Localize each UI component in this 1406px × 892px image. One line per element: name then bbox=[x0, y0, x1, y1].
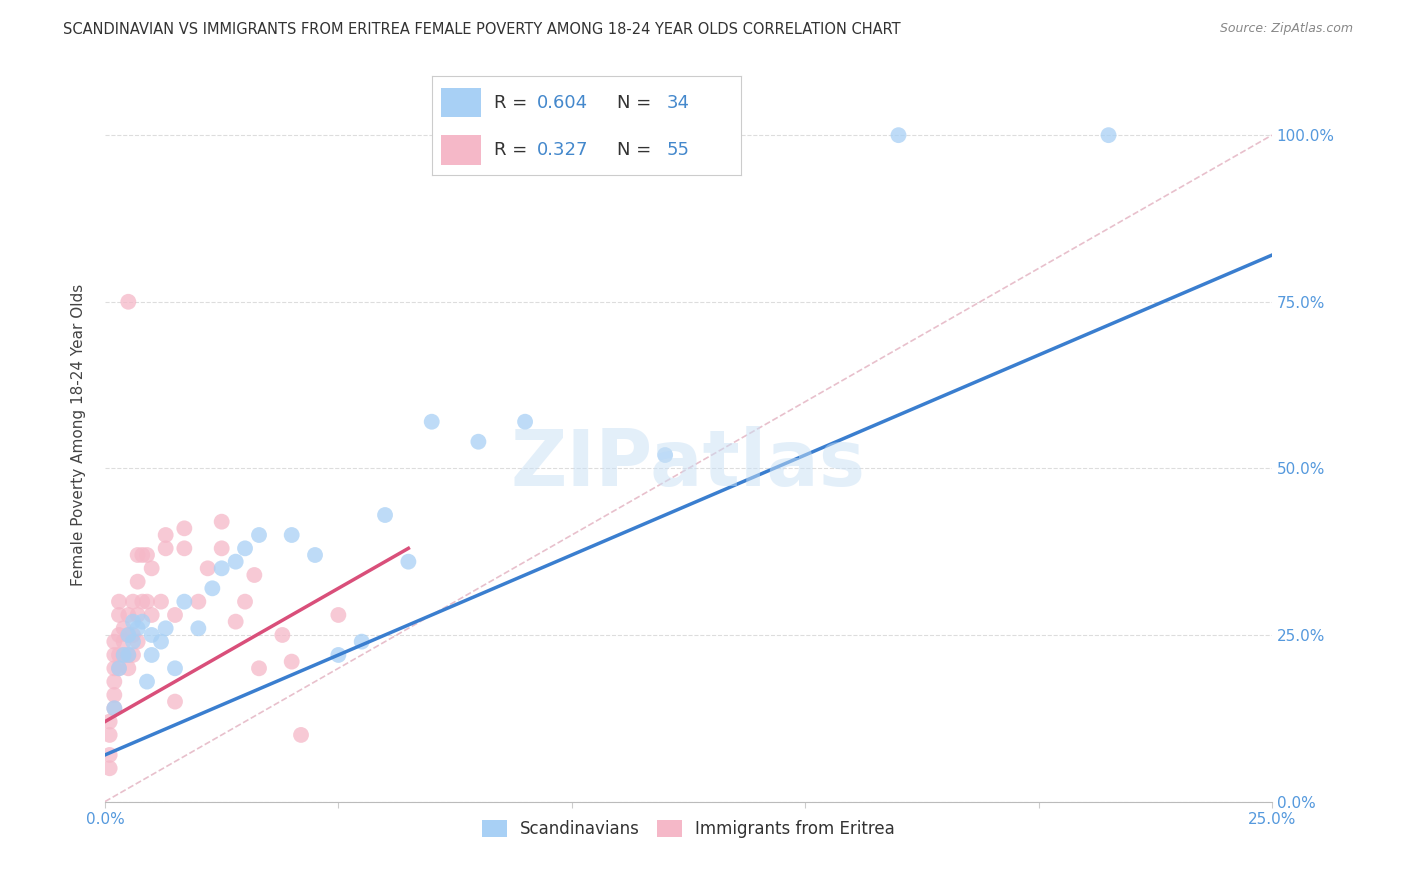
Point bbox=[197, 561, 219, 575]
Point bbox=[136, 594, 159, 608]
Point bbox=[136, 674, 159, 689]
Point bbox=[103, 661, 125, 675]
Point bbox=[127, 574, 149, 589]
Point bbox=[108, 648, 131, 662]
Point bbox=[141, 648, 163, 662]
Point bbox=[396, 555, 419, 569]
Point bbox=[127, 548, 149, 562]
Point bbox=[155, 528, 177, 542]
Point bbox=[247, 528, 270, 542]
Point bbox=[127, 607, 149, 622]
Point bbox=[122, 648, 145, 662]
Point bbox=[280, 655, 302, 669]
Point bbox=[247, 661, 270, 675]
Point bbox=[163, 695, 186, 709]
Point bbox=[141, 561, 163, 575]
Point bbox=[103, 701, 125, 715]
Point bbox=[98, 747, 121, 762]
Text: ZIPatlas: ZIPatlas bbox=[510, 426, 866, 502]
Point bbox=[150, 634, 173, 648]
Point bbox=[103, 688, 125, 702]
Point bbox=[211, 541, 233, 556]
Point bbox=[290, 728, 312, 742]
Point bbox=[420, 415, 443, 429]
Point bbox=[108, 594, 131, 608]
Point bbox=[150, 594, 173, 608]
Point bbox=[117, 661, 139, 675]
Point bbox=[1097, 128, 1119, 143]
Point bbox=[108, 661, 131, 675]
Point bbox=[117, 648, 139, 662]
Point bbox=[173, 521, 195, 535]
Point bbox=[98, 761, 121, 775]
Point bbox=[122, 634, 145, 648]
Y-axis label: Female Poverty Among 18-24 Year Olds: Female Poverty Among 18-24 Year Olds bbox=[72, 284, 86, 586]
Point bbox=[163, 661, 186, 675]
Text: Source: ZipAtlas.com: Source: ZipAtlas.com bbox=[1219, 22, 1353, 36]
Point bbox=[163, 607, 186, 622]
Point bbox=[103, 634, 125, 648]
Point bbox=[211, 561, 233, 575]
Point bbox=[141, 628, 163, 642]
Point bbox=[467, 434, 489, 449]
Point bbox=[187, 621, 209, 635]
Point bbox=[122, 594, 145, 608]
Point bbox=[117, 294, 139, 309]
Point bbox=[225, 615, 247, 629]
Point bbox=[225, 555, 247, 569]
Point bbox=[98, 714, 121, 729]
Point bbox=[98, 728, 121, 742]
Point bbox=[374, 508, 396, 522]
Point bbox=[108, 661, 131, 675]
Point bbox=[187, 594, 209, 608]
Point bbox=[131, 594, 153, 608]
Point bbox=[155, 621, 177, 635]
Point bbox=[155, 541, 177, 556]
Point bbox=[304, 548, 326, 562]
Point bbox=[108, 607, 131, 622]
Point bbox=[173, 594, 195, 608]
Point bbox=[127, 634, 149, 648]
Point bbox=[103, 648, 125, 662]
Point bbox=[103, 701, 125, 715]
Point bbox=[211, 515, 233, 529]
Legend: Scandinavians, Immigrants from Eritrea: Scandinavians, Immigrants from Eritrea bbox=[475, 813, 901, 845]
Point bbox=[233, 541, 256, 556]
Point bbox=[328, 648, 350, 662]
Point bbox=[117, 628, 139, 642]
Point bbox=[131, 615, 153, 629]
Point bbox=[350, 634, 373, 648]
Point bbox=[112, 621, 135, 635]
Point bbox=[103, 674, 125, 689]
Point bbox=[131, 548, 153, 562]
Point bbox=[117, 607, 139, 622]
Point bbox=[117, 648, 139, 662]
Text: SCANDINAVIAN VS IMMIGRANTS FROM ERITREA FEMALE POVERTY AMONG 18-24 YEAR OLDS COR: SCANDINAVIAN VS IMMIGRANTS FROM ERITREA … bbox=[63, 22, 901, 37]
Point bbox=[136, 548, 159, 562]
Point bbox=[112, 648, 135, 662]
Point bbox=[201, 582, 224, 596]
Point bbox=[243, 568, 266, 582]
Point bbox=[127, 621, 149, 635]
Point bbox=[328, 607, 350, 622]
Point bbox=[173, 541, 195, 556]
Point bbox=[122, 615, 145, 629]
Point bbox=[112, 634, 135, 648]
Point bbox=[141, 607, 163, 622]
Point bbox=[117, 628, 139, 642]
Point bbox=[271, 628, 294, 642]
Point bbox=[887, 128, 910, 143]
Point bbox=[112, 648, 135, 662]
Point bbox=[108, 628, 131, 642]
Point bbox=[513, 415, 536, 429]
Point bbox=[233, 594, 256, 608]
Point bbox=[122, 628, 145, 642]
Point bbox=[654, 448, 676, 462]
Point bbox=[280, 528, 302, 542]
